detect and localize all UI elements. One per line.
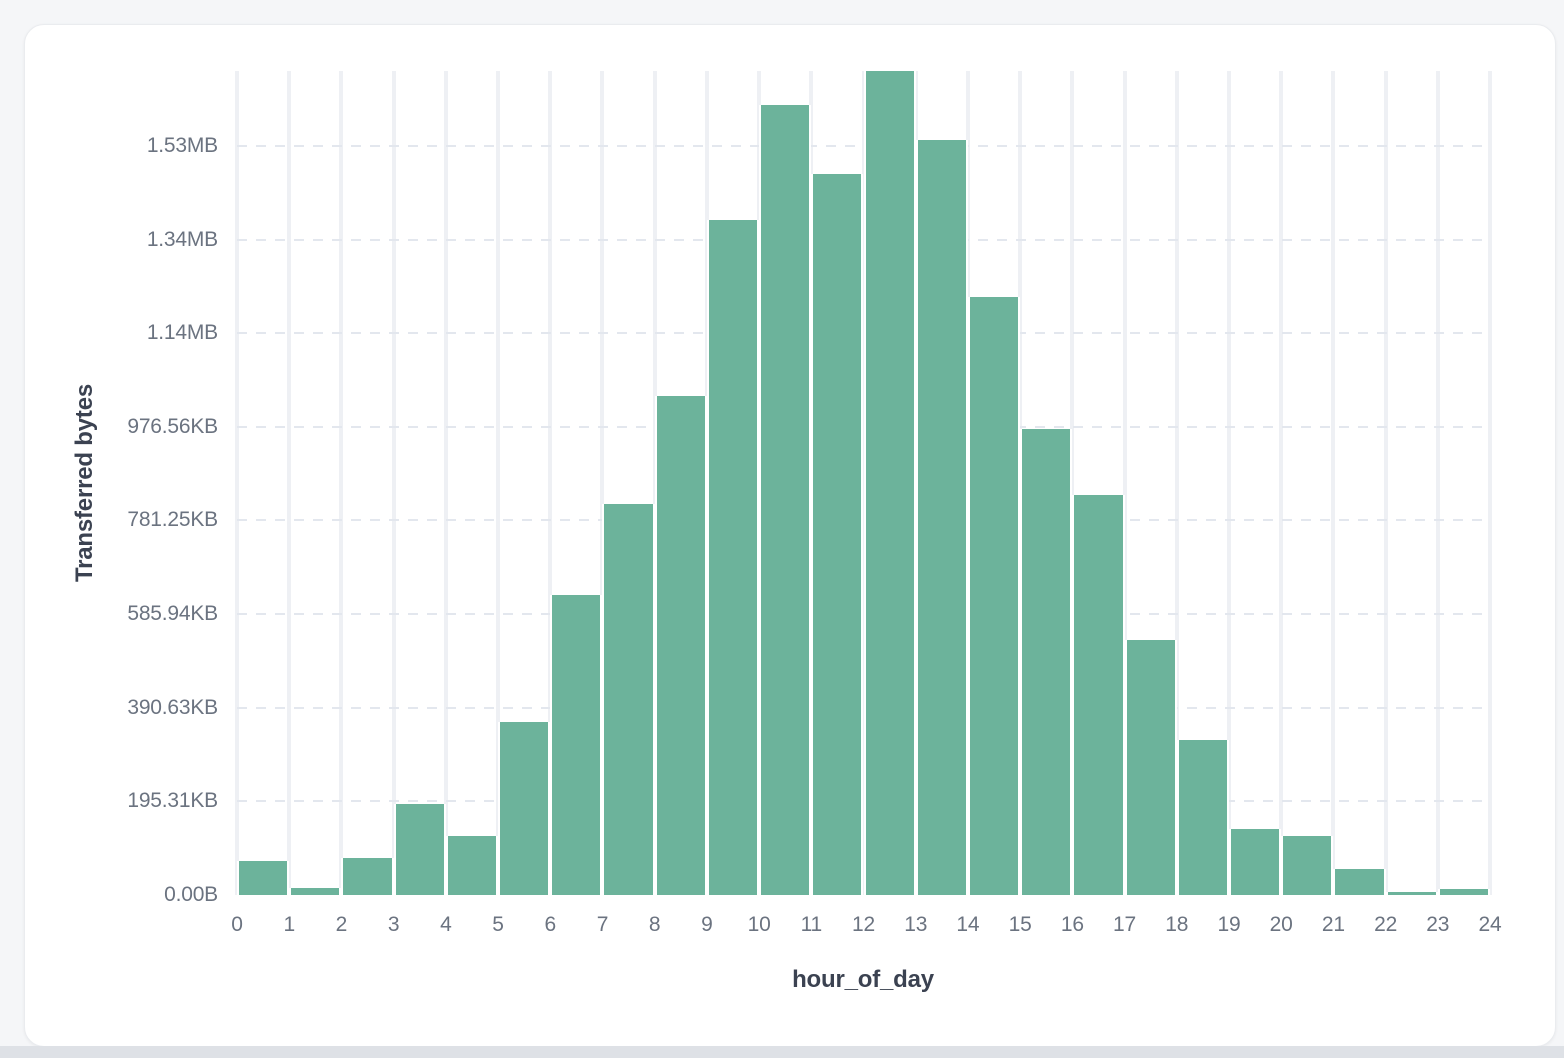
- x-tick-label: 13: [904, 913, 928, 936]
- x-tick-label: 16: [1060, 913, 1084, 936]
- x-axis-tick-labels: 0 1 2 3 4 5 6 7 8 9 10 11 12 13 14 15 16 17 18 19 20 21 22 23 24: [231, 910, 1501, 942]
- vertical-gridline: [287, 71, 292, 895]
- histogram-bar-hour-2[interactable]: [341, 858, 394, 895]
- y-tick-label: 1.14MB: [146, 321, 218, 345]
- histogram-bar-hour-1[interactable]: [289, 887, 342, 895]
- y-tick-label: 781.25KB: [127, 508, 218, 532]
- x-tick-label: 4: [440, 913, 452, 936]
- x-tick-label: 5: [492, 913, 504, 936]
- x-tick-label: 2: [335, 913, 348, 936]
- y-axis-tick-labels: 0.00B 195.31KB 390.63KB 585.94KB 781.25KB 976…: [0, 71, 220, 906]
- histogram-bar-hour-23[interactable]: [1437, 889, 1490, 895]
- x-tick-label: 14: [956, 913, 980, 936]
- vertical-gridline: [1122, 71, 1127, 895]
- histogram-bar-hour-19[interactable]: [1228, 829, 1282, 895]
- histogram-bar-hour-13[interactable]: [915, 140, 968, 895]
- y-tick-label: 585.94KB: [127, 602, 218, 626]
- histogram-bar-hour-14[interactable]: [967, 297, 1021, 895]
- vertical-gridline: [1435, 71, 1440, 895]
- vertical-gridline: [1279, 71, 1284, 895]
- histogram-bar-hour-11[interactable]: [811, 173, 864, 895]
- x-tick-label: 9: [701, 913, 713, 936]
- x-tick-label: 10: [747, 913, 771, 936]
- histogram-bar-hour-4[interactable]: [445, 836, 499, 895]
- vertical-gridline: [1174, 71, 1179, 895]
- vertical-gridline: [339, 71, 344, 895]
- y-tick-label: 195.31KB: [127, 789, 218, 813]
- histogram-bar-hour-0[interactable]: [237, 861, 290, 895]
- x-tick-label: 1: [283, 913, 295, 936]
- histogram-bar-hour-20[interactable]: [1281, 836, 1334, 895]
- vertical-gridline: [391, 71, 396, 895]
- x-tick-label: 0: [231, 913, 243, 936]
- x-tick-label: 3: [387, 913, 400, 936]
- vertical-gridline: [496, 71, 501, 895]
- histogram-bar-hour-5[interactable]: [498, 722, 551, 895]
- histogram-bar-hour-3[interactable]: [393, 803, 446, 895]
- y-tick-label: 1.34MB: [146, 227, 218, 251]
- histogram-bar-hour-22[interactable]: [1385, 892, 1438, 895]
- y-tick-label: 1.53MB: [146, 133, 218, 157]
- x-tick-label: 7: [596, 913, 609, 936]
- x-tick-label: 22: [1374, 913, 1398, 936]
- x-tick-label: 24: [1478, 913, 1502, 936]
- vertical-gridline: [443, 71, 448, 895]
- y-tick-label: 0.00B: [164, 883, 218, 906]
- vertical-gridline: [1331, 71, 1336, 895]
- histogram-bar-hour-10[interactable]: [759, 105, 812, 895]
- page-bottom-strip: [0, 1046, 1564, 1058]
- x-tick-label: 18: [1165, 913, 1189, 936]
- plot-area: [235, 71, 1492, 895]
- x-tick-label: 6: [544, 913, 557, 936]
- histogram-bar-hour-17[interactable]: [1124, 639, 1177, 895]
- histogram-bar-hour-7[interactable]: [602, 504, 655, 895]
- histogram-bar-hour-16[interactable]: [1072, 494, 1125, 895]
- x-tick-label: 19: [1217, 913, 1241, 936]
- histogram-bar-hour-15[interactable]: [1020, 428, 1073, 895]
- vertical-gridline: [235, 71, 239, 895]
- vertical-gridline: [1488, 71, 1492, 895]
- histogram-bar-hour-18[interactable]: [1176, 740, 1229, 895]
- x-tick-label: 15: [1008, 913, 1032, 936]
- vertical-gridline: [1226, 71, 1231, 895]
- vertical-gridline: [1070, 71, 1075, 895]
- vertical-gridline: [600, 71, 605, 895]
- vertical-gridline: [1383, 71, 1388, 895]
- x-tick-label: 20: [1269, 913, 1293, 936]
- y-tick-label: 976.56KB: [127, 414, 218, 438]
- y-tick-label: 390.63KB: [127, 695, 218, 719]
- histogram-bar-hour-8[interactable]: [654, 395, 707, 895]
- x-tick-label: 23: [1426, 913, 1450, 936]
- x-tick-label: 21: [1321, 913, 1345, 936]
- histogram-bar-hour-9[interactable]: [706, 220, 760, 895]
- x-tick-label: 17: [1113, 913, 1137, 936]
- histogram-bar-hour-6[interactable]: [550, 595, 603, 895]
- vertical-gridline: [548, 71, 553, 895]
- histogram-bar-hour-12[interactable]: [863, 71, 916, 895]
- x-tick-label: 12: [852, 913, 875, 936]
- histogram-bar-hour-21[interactable]: [1333, 868, 1386, 895]
- x-axis-title: hour_of_day: [792, 966, 934, 993]
- x-tick-label: 11: [800, 913, 823, 936]
- x-tick-label: 8: [648, 913, 661, 936]
